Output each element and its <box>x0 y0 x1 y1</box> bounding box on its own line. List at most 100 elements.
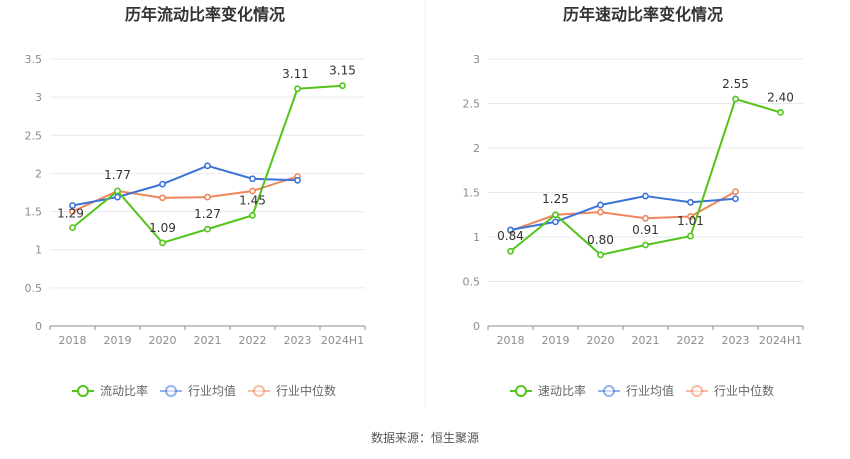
data-point-avg <box>732 195 739 203</box>
legend-marker-icon <box>603 385 615 397</box>
quick-ratio-chart: 历年速动比率变化情况 0 0.5 1 1.5 2 2.5 3 2018 2019 2020 2021 2… <box>463 5 804 398</box>
x-tick-label: 2023 <box>722 334 750 347</box>
y-tick-label: 2.5 <box>463 98 481 111</box>
data-point-avg <box>597 201 604 209</box>
data-point-main <box>552 211 559 219</box>
data-point-median <box>597 208 604 216</box>
legend-label: 行业均值 <box>188 383 236 398</box>
legend-label: 行业中位数 <box>714 383 774 398</box>
y-tick-label: 2.5 <box>25 129 43 142</box>
y-tick-label: 3 <box>473 53 480 66</box>
x-tick-label: 2021 <box>632 334 660 347</box>
series-line-avg <box>72 164 298 207</box>
y-tick-label: 0 <box>473 320 480 333</box>
y-tick-label: 3 <box>35 91 42 104</box>
x-tick-label: 2018 <box>59 334 87 347</box>
data-label: 2.55 <box>722 77 749 91</box>
y-tick-label: 0 <box>35 320 42 333</box>
x-tick-label: 2023 <box>284 334 312 347</box>
data-point-avg <box>642 192 649 200</box>
legend-marker-icon <box>253 385 265 397</box>
data-label: 3.11 <box>282 67 309 81</box>
legend-item-avg[interactable]: 行业均值 <box>160 383 236 398</box>
y-tick-label: 2 <box>473 142 480 155</box>
data-point-avg <box>204 162 211 170</box>
data-label: 1.25 <box>542 192 569 206</box>
legend-marker-icon <box>515 385 527 397</box>
data-point-median <box>642 214 649 222</box>
data-point-avg <box>294 176 301 184</box>
y-tick-label: 1 <box>473 231 480 244</box>
chart-title: 历年流动比率变化情况 <box>125 5 285 24</box>
legend-marker-icon <box>77 385 89 397</box>
data-label: 3.15 <box>329 64 356 78</box>
data-point-main <box>159 239 166 247</box>
y-tick-label: 0.5 <box>463 276 481 289</box>
legend-marker-icon <box>691 385 703 397</box>
data-point-avg <box>249 175 256 183</box>
y-tick-label: 0.5 <box>25 282 43 295</box>
legend-label: 流动比率 <box>100 383 148 398</box>
data-label: 1.45 <box>239 193 266 207</box>
data-point-main <box>687 232 694 240</box>
y-tick-label: 1.5 <box>25 206 43 219</box>
x-tick-label: 2021 <box>194 334 222 347</box>
legend-label: 行业中位数 <box>276 383 336 398</box>
x-tick-label: 2020 <box>149 334 177 347</box>
legend-label: 速动比率 <box>538 383 586 398</box>
x-tick-label: 2019 <box>104 334 132 347</box>
data-point-median <box>687 213 694 220</box>
data-point-main <box>69 224 76 231</box>
data-point-main <box>204 225 211 233</box>
data-point-main <box>732 95 739 103</box>
data-point-main <box>597 251 604 259</box>
data-point-avg <box>69 202 76 209</box>
x-tick-label: 2024H1 <box>321 334 364 347</box>
y-tick-label: 1 <box>35 244 42 257</box>
data-label: 0.80 <box>587 233 614 247</box>
legend-label: 行业均值 <box>626 383 674 398</box>
data-point-main <box>249 211 256 219</box>
data-label: 1.29 <box>57 207 84 221</box>
x-tick-label: 2019 <box>542 334 570 347</box>
legend-item-main[interactable]: 流动比率 <box>72 383 148 398</box>
data-point-avg <box>687 198 694 206</box>
data-point-avg <box>159 180 166 188</box>
data-point-avg <box>114 193 121 201</box>
data-point-avg <box>507 226 514 234</box>
data-point-median <box>69 208 76 215</box>
data-point-main <box>507 247 514 255</box>
y-tick-label: 1.5 <box>463 187 481 200</box>
legend-item-avg[interactable]: 行业均值 <box>598 383 674 398</box>
data-point-main <box>339 82 346 90</box>
data-label: 1.01 <box>677 214 704 228</box>
data-source-text: 数据来源：恒生聚源 <box>371 430 479 445</box>
data-label: 0.84 <box>497 229 524 243</box>
data-label: 1.77 <box>104 168 131 182</box>
x-tick-label: 2020 <box>587 334 615 347</box>
data-label: 2.40 <box>767 90 794 104</box>
current-ratio-chart: 历年流动比率变化情况 0 0.5 1 1.5 2 2.5 3 3.5 2018 2019 2020 20… <box>25 5 366 398</box>
data-point-main <box>294 85 301 93</box>
legend-item-median[interactable]: 行业中位数 <box>686 383 774 398</box>
y-tick-label: 3.5 <box>25 53 43 66</box>
data-point-main <box>114 187 121 195</box>
legend-item-median[interactable]: 行业中位数 <box>248 383 336 398</box>
data-point-median <box>732 188 739 196</box>
legend-item-main[interactable]: 速动比率 <box>510 383 586 398</box>
series-line-median <box>72 175 298 213</box>
data-point-median <box>249 187 256 195</box>
data-label: 0.91 <box>632 223 659 237</box>
chart-title: 历年速动比率变化情况 <box>563 5 723 24</box>
data-point-main <box>777 109 784 116</box>
data-point-median <box>204 193 211 201</box>
x-tick-label: 2018 <box>497 334 525 347</box>
data-point-avg <box>552 218 559 226</box>
data-label: 1.27 <box>194 207 221 221</box>
x-tick-label: 2024H1 <box>759 334 802 347</box>
legend-marker-icon <box>165 385 177 397</box>
data-point-main <box>642 241 649 249</box>
data-point-median <box>159 194 166 202</box>
x-tick-label: 2022 <box>239 334 267 347</box>
